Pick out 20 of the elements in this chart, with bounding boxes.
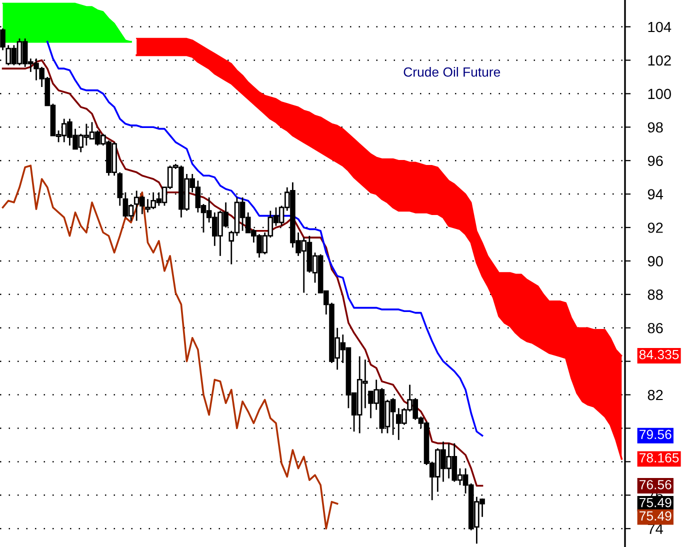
y-tick-label: 86 [648, 322, 663, 334]
y-tick-label: 100 [648, 88, 671, 100]
y-tick-label: 96 [648, 156, 663, 166]
text: 75.49 [640, 498, 672, 508]
y-tick-label: 104 [648, 22, 672, 32]
text: Crude Oil Future [404, 67, 500, 77]
candlestick [0, 28, 6, 51]
text: 76.56 [640, 480, 672, 490]
y-tick-label: 102 [648, 55, 671, 66]
text: 75.49 [640, 511, 672, 521]
y-tick-label: 90 [648, 256, 663, 266]
text: 79.56 [640, 430, 672, 440]
text: 78.165 [640, 453, 679, 462]
y-tick-label: 98 [648, 122, 663, 133]
y-tick-label: 92 [648, 222, 663, 233]
text: 84.335 [639, 350, 679, 360]
y-tick-label: 88 [648, 290, 663, 300]
y-tick-label: 94 [648, 189, 664, 200]
y-tick-label: 82 [648, 390, 663, 400]
line-series [2, 164, 338, 530]
